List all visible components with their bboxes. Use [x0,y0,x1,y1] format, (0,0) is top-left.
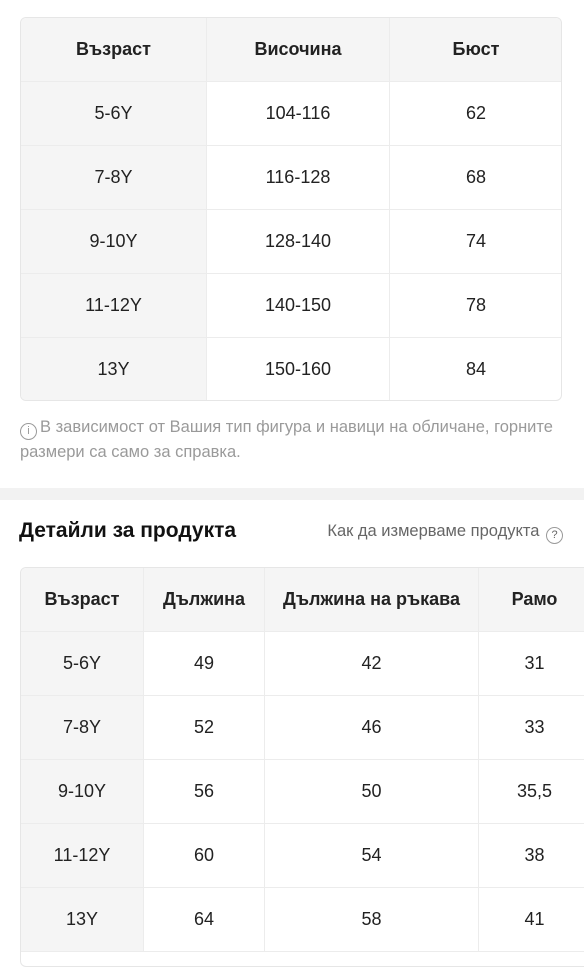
measure-link[interactable]: Как да измерваме продукта ? [327,522,566,544]
measure-link-text[interactable]: Как да измерваме продукта [327,522,540,540]
table-cell: 41 [479,888,584,952]
table-cell: 104-116 [207,82,390,146]
table-cell: 54 [265,824,479,888]
table-cell: 13Y [21,888,144,952]
size-table: Възраст Височина Бюст 5-6Y 104-116 62 7-8Y 116-… [20,17,562,401]
table-cell: 56 [144,760,265,824]
table-cell: 31 [479,632,584,696]
table-cell: 68 [390,146,561,210]
table-cell: 58 [265,888,479,952]
header-cell: Възраст [21,568,144,632]
table-cell: 9-10Y [21,210,207,274]
table-cell: 7-8Y [21,146,207,210]
table-cell: 7-8Y [21,696,144,760]
note-text: В зависимост от Вашия тип фигура и навиц… [20,418,553,461]
table-cell: 11-12Y [21,824,144,888]
table-cell: 62 [390,82,561,146]
help-icon[interactable]: ? [546,527,563,544]
header-cell: Рамо [479,568,584,632]
table-cell: 5-6Y [21,632,144,696]
header-cell: Възраст [21,18,207,82]
header-cell: Дължина на ръкава [265,568,479,632]
table-cell: 35,5 [479,760,584,824]
section-separator [0,488,584,500]
table-cell: 52 [144,696,265,760]
details-table: Възраст Дължина Дължина на ръкава Рамо 5-6Y 4… [20,567,584,967]
table-cell: 78 [390,274,561,338]
table-cell: 5-6Y [21,82,207,146]
info-icon: i [20,423,37,440]
table-cell: 60 [144,824,265,888]
table-cell: 33 [479,696,584,760]
header-cell: Височина [207,18,390,82]
header-cell: Дължина [144,568,265,632]
table-cell: 116-128 [207,146,390,210]
table-cell: 150-160 [207,338,390,400]
table-cell: 49 [144,632,265,696]
table-cell: 84 [390,338,561,400]
table-cell: 11-12Y [21,274,207,338]
header-cell: Бюст [390,18,561,82]
table-cell: 50 [265,760,479,824]
table-cell: 64 [144,888,265,952]
table-cell: 42 [265,632,479,696]
table-cell: 128-140 [207,210,390,274]
table-cell: 140-150 [207,274,390,338]
section-title: Детайли за продукта [19,519,237,542]
table-cell: 46 [265,696,479,760]
table-cell: 9-10Y [21,760,144,824]
table-cell: 13Y [21,338,207,400]
table-cell: 38 [479,824,584,888]
table-cell: 74 [390,210,561,274]
